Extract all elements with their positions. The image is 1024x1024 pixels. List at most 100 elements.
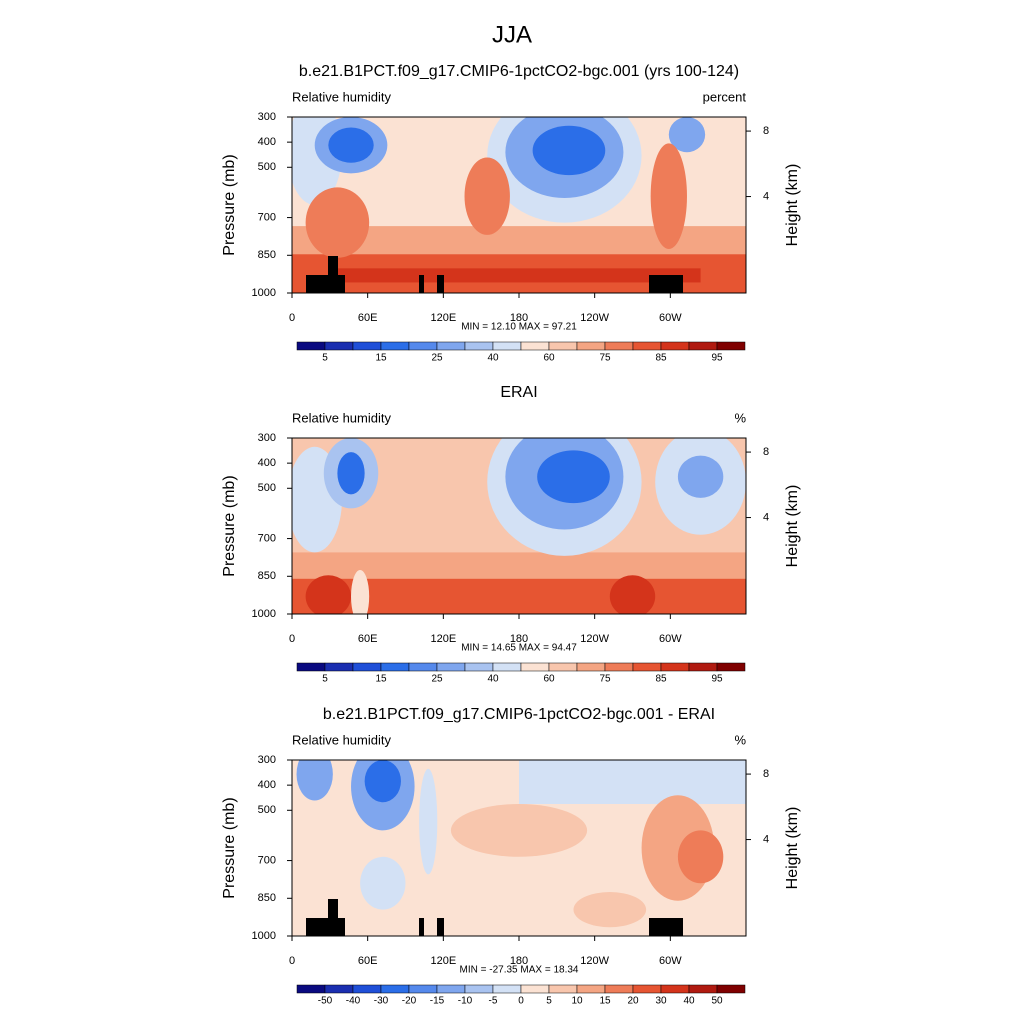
topography [328,256,338,293]
panel-title: b.e21.B1PCT.f09_g17.CMIP6-1pctCO2-bgc.00… [323,706,715,723]
colorbar-box [324,662,354,672]
colorbar-label: 30 [655,996,667,1007]
colorbar-label: -15 [430,996,445,1007]
y-tick-label: 850 [258,570,276,582]
field-blob [337,452,365,495]
y-tick-label: 1000 [252,287,276,299]
field-blob [537,450,610,504]
x-tick-label: 120W [580,633,609,645]
colorbar-label: -5 [489,996,498,1007]
colorbar-box [520,341,550,351]
stats: MIN = 14.65 MAX = 94.47 [461,643,577,654]
topography [437,918,444,936]
y-tick-label: 1000 [252,930,276,942]
field-blob [450,804,588,857]
colorbar-box [408,984,438,994]
colorbar-box [492,341,522,351]
colorbar-box [352,984,382,994]
field-blob [668,117,706,153]
contour-field [292,117,746,293]
colorbar-box [576,662,606,672]
colorbar-box [324,341,354,351]
colorbar-box [436,341,466,351]
colorbar-label: 15 [375,674,387,685]
y2-tick-label: 8 [763,125,769,137]
colorbar-label: 85 [655,353,667,364]
field-blob [573,892,647,928]
colorbar-box [660,984,690,994]
colorbar-box [716,662,746,672]
y-tick-label: 700 [258,532,276,544]
panel-title: ERAI [500,384,537,401]
colorbar-box [296,984,326,994]
colorbar-box [464,984,494,994]
colorbar-label: -20 [402,996,417,1007]
y-tick-label: 850 [258,249,276,261]
colorbar-label: 40 [487,674,499,685]
colorbar-label: -10 [458,996,473,1007]
colorbar-box [408,341,438,351]
field-blob [296,760,333,801]
y-tick-label: 400 [258,779,276,791]
colorbar-box [296,662,326,672]
field-blob [305,575,352,614]
y2-tick-label: 8 [763,768,769,780]
field-blob [419,768,438,875]
y-tick-label: 700 [258,854,276,866]
y-tick-label: 400 [258,136,276,148]
colorbar-box [464,662,494,672]
colorbar-box [632,341,662,351]
right-label: % [734,410,746,425]
topography [328,899,338,936]
field-blob [609,575,656,614]
topography [649,275,683,293]
x-tick-label: 0 [289,633,295,645]
colorbar-box [436,984,466,994]
colorbar-label: 10 [571,996,583,1007]
topography [306,918,345,936]
colorbar-box [548,341,578,351]
y2-tick-label: 4 [763,511,769,523]
x-tick-label: 60W [659,312,682,324]
y-tick-label: 300 [258,432,276,444]
x-tick-label: 120W [580,955,609,967]
y-tick-label: 850 [258,892,276,904]
contour-field [292,438,746,614]
colorbar-label: -30 [374,996,389,1007]
colorbar-box [436,662,466,672]
topography [419,275,424,293]
colorbar-label: 15 [375,353,387,364]
colorbar-label: 95 [711,674,723,685]
colorbar-box [716,341,746,351]
x-tick-label: 60E [358,955,378,967]
y-tick-label: 500 [258,804,276,816]
colorbar-label: 60 [543,353,555,364]
colorbar-box [380,984,410,994]
y-tick-label: 700 [258,211,276,223]
colorbar-box [604,984,634,994]
field-blob [364,760,401,803]
y-tick-label: 500 [258,161,276,173]
x-tick-label: 0 [289,955,295,967]
colorbar-box [352,341,382,351]
colorbar-label: 5 [546,996,552,1007]
x-tick-label: 120E [430,312,456,324]
y2-axis-title: Height (km) [784,807,801,890]
topography [419,918,424,936]
field-blob [677,455,724,498]
field-blob [305,187,370,258]
colorbar-box [576,984,606,994]
y-axis-title: Pressure (mb) [221,797,238,898]
colorbar-label: 20 [627,996,639,1007]
y-tick-label: 1000 [252,608,276,620]
colorbar-label: 15 [599,996,611,1007]
colorbar-box [688,662,718,672]
field-blob [351,570,370,614]
x-tick-label: 60E [358,633,378,645]
colorbar-box [688,341,718,351]
colorbar-label: 85 [655,674,667,685]
x-tick-label: 120E [430,633,456,645]
left-label: Relative humidity [292,89,391,104]
